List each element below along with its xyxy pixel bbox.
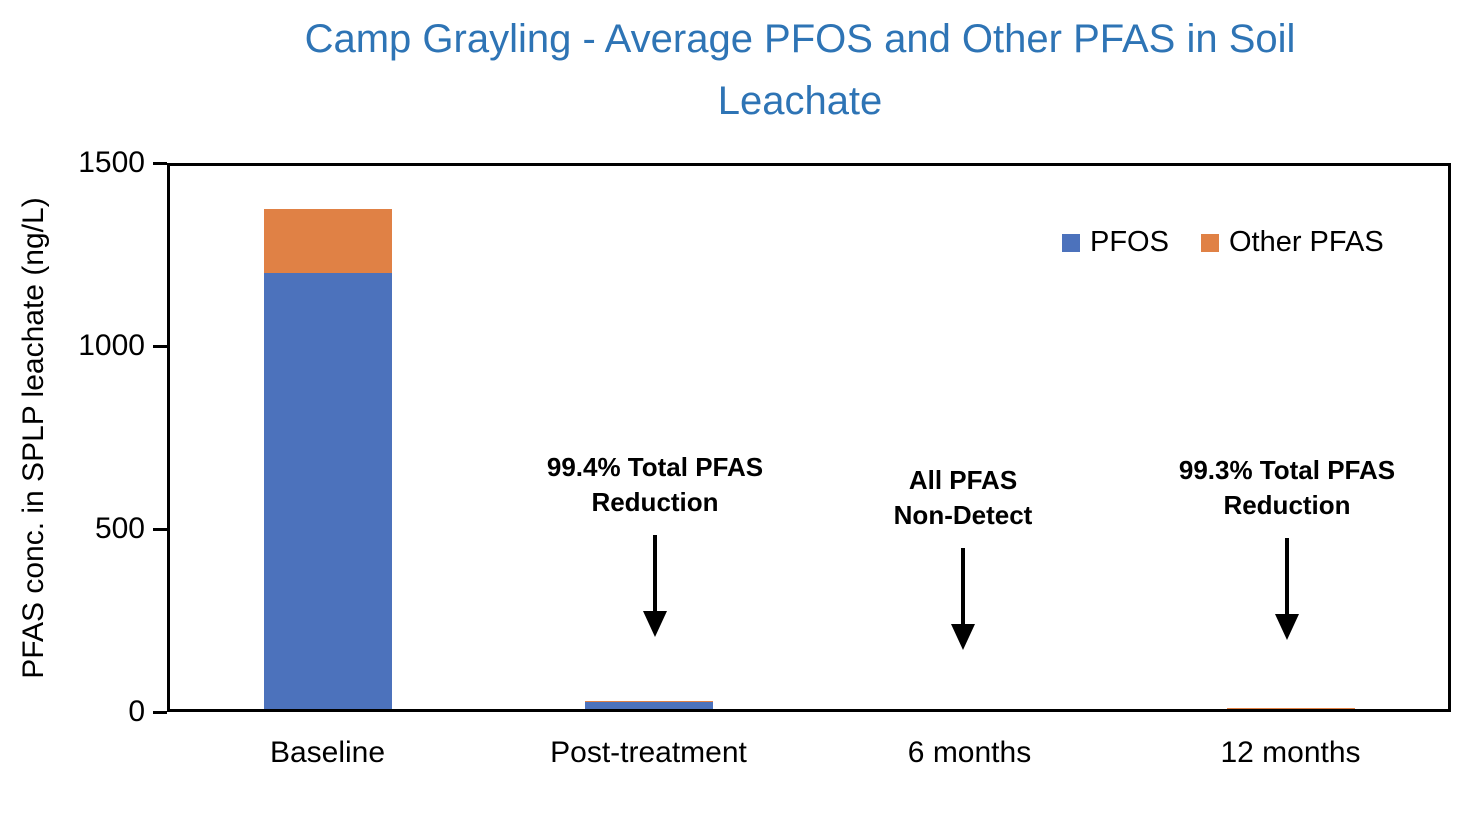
legend-item-other-pfas: Other PFAS xyxy=(1200,226,1384,258)
down-arrow-icon xyxy=(1275,538,1299,640)
y-tick-mark-1000 xyxy=(153,344,167,348)
pfos-swatch-icon xyxy=(1062,233,1080,252)
y-axis-title: PFAS conc. in SPLP leachate (ng/L) xyxy=(17,196,50,679)
y-tick-label-1000: 1000 xyxy=(78,329,145,362)
chart-title-line1: Camp Grayling - Average PFOS and Other P… xyxy=(304,17,1296,61)
x-axis-label-post-treatment: Post-treatment xyxy=(550,736,747,769)
x-axis-label-12-months: 12 months xyxy=(1220,736,1361,769)
down-arrow-icon xyxy=(951,548,975,650)
legend-label-pfos: PFOS xyxy=(1090,226,1169,258)
annotation-text: All PFAS Non-Detect xyxy=(893,465,1033,530)
y-tick-label-1500: 1500 xyxy=(78,146,145,179)
bar-segment-other-pfas-6-months xyxy=(905,710,1034,712)
bar-segment-pfos-post-treatment xyxy=(584,702,713,712)
bar-segment-other-pfas-12-months xyxy=(1226,708,1355,712)
x-axis-label-6-months: 6 months xyxy=(907,736,1032,769)
bar-post-treatment xyxy=(584,163,713,712)
legend-label-other-pfas: Other PFAS xyxy=(1228,226,1384,258)
other-pfas-swatch-icon xyxy=(1200,233,1219,252)
legend: PFOS Other PFAS xyxy=(1062,228,1384,257)
bar-segment-other-pfas-post-treatment xyxy=(584,701,713,703)
y-tick-mark-1500 xyxy=(153,161,167,165)
annotation-text: 99.4% Total PFAS Reduction xyxy=(546,452,764,517)
chart-title-line2: Leachate xyxy=(717,79,883,123)
annotation-99-4-total-pfas-reduction: 99.4% Total PFAS Reduction xyxy=(455,450,855,637)
y-tick-label-500: 500 xyxy=(94,512,145,545)
bar-segment-other-pfas-baseline xyxy=(263,208,392,273)
chart-title: Camp Grayling - Average PFOS and Other P… xyxy=(160,8,1440,132)
y-tick-label-0: 0 xyxy=(128,695,145,728)
bar-segment-pfos-baseline xyxy=(263,272,392,712)
annotation-all-pfas-non-detect: All PFAS Non-Detect xyxy=(763,463,1163,650)
legend-item-pfos: PFOS xyxy=(1062,228,1169,257)
y-tick-mark-500 xyxy=(153,527,167,531)
bar-baseline xyxy=(263,163,392,712)
annotation-99-3-total-pfas-reduction: 99.3% Total PFAS Reduction xyxy=(1087,453,1470,640)
y-tick-mark-0 xyxy=(153,710,167,714)
annotation-text: 99.3% Total PFAS Reduction xyxy=(1178,455,1396,520)
down-arrow-icon xyxy=(643,535,667,637)
x-axis-label-baseline: Baseline xyxy=(269,736,386,769)
